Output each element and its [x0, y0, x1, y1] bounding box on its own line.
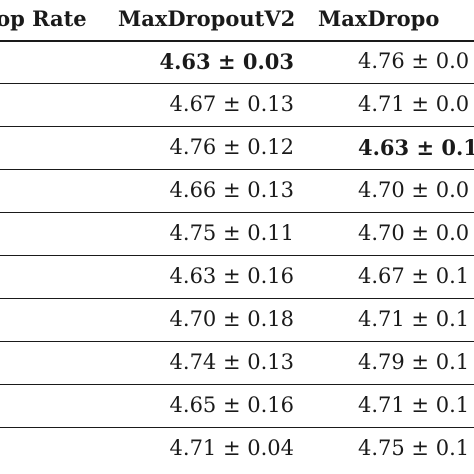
- header-drop-rate: rop Rate: [0, 6, 87, 31]
- cell-maxdropout: 4.71 ± 0.1: [358, 393, 470, 417]
- header-maxdropout: MaxDropo: [318, 6, 440, 31]
- table-row: 4.70 ± 0.18 4.71 ± 0.1: [0, 298, 474, 341]
- cell-maxdropoutv2: 4.65 ± 0.16: [169, 393, 294, 417]
- table-row: 4.63 ± 0.03 4.76 ± 0.0: [0, 40, 474, 83]
- row-divider: [0, 384, 474, 385]
- row-divider: [0, 126, 474, 127]
- table-row: 4.76 ± 0.12 4.63 ± 0.1: [0, 126, 474, 169]
- cell-maxdropoutv2: 4.67 ± 0.13: [169, 92, 294, 116]
- cell-maxdropoutv2: 4.70 ± 0.18: [169, 307, 294, 331]
- cell-maxdropout: 4.70 ± 0.0: [358, 221, 470, 245]
- cell-maxdropoutv2: 4.71 ± 0.04: [169, 436, 294, 460]
- cell-maxdropoutv2: 4.74 ± 0.13: [169, 350, 294, 374]
- cell-maxdropout: 4.75 ± 0.1: [358, 436, 470, 460]
- row-divider: [0, 298, 474, 299]
- row-divider: [0, 169, 474, 170]
- cell-maxdropout: 4.71 ± 0.1: [358, 307, 470, 331]
- cell-maxdropoutv2: 4.66 ± 0.13: [169, 178, 294, 202]
- cell-maxdropoutv2: 4.63 ± 0.03: [159, 49, 294, 74]
- cell-maxdropoutv2: 4.63 ± 0.16: [169, 264, 294, 288]
- cell-maxdropout: 4.76 ± 0.0: [358, 49, 470, 73]
- cell-maxdropout: 4.67 ± 0.1: [358, 264, 470, 288]
- table-row: 4.66 ± 0.13 4.70 ± 0.0: [0, 169, 474, 212]
- cell-maxdropout: 4.79 ± 0.1: [358, 350, 470, 374]
- table-row: 4.63 ± 0.16 4.67 ± 0.1: [0, 255, 474, 298]
- header-maxdropoutv2: MaxDropoutV2: [118, 6, 296, 31]
- table-header-row: rop Rate MaxDropoutV2 MaxDropo: [0, 0, 474, 42]
- row-divider: [0, 255, 474, 256]
- table-row: 4.71 ± 0.04 4.75 ± 0.1: [0, 427, 474, 470]
- cell-maxdropoutv2: 4.76 ± 0.12: [169, 135, 294, 159]
- cell-maxdropout: 4.70 ± 0.0: [358, 178, 470, 202]
- row-divider: [0, 427, 474, 428]
- row-divider: [0, 341, 474, 342]
- table-row: 4.67 ± 0.13 4.71 ± 0.0: [0, 83, 474, 126]
- row-divider: [0, 212, 474, 213]
- cell-maxdropout: 4.71 ± 0.0: [358, 92, 470, 116]
- table-row: 4.75 ± 0.11 4.70 ± 0.0: [0, 212, 474, 255]
- table-row: 4.65 ± 0.16 4.71 ± 0.1: [0, 384, 474, 427]
- cell-maxdropoutv2: 4.75 ± 0.11: [169, 221, 294, 245]
- table-row: 4.74 ± 0.13 4.79 ± 0.1: [0, 341, 474, 384]
- cell-maxdropout: 4.63 ± 0.1: [358, 135, 474, 160]
- row-divider: [0, 83, 474, 84]
